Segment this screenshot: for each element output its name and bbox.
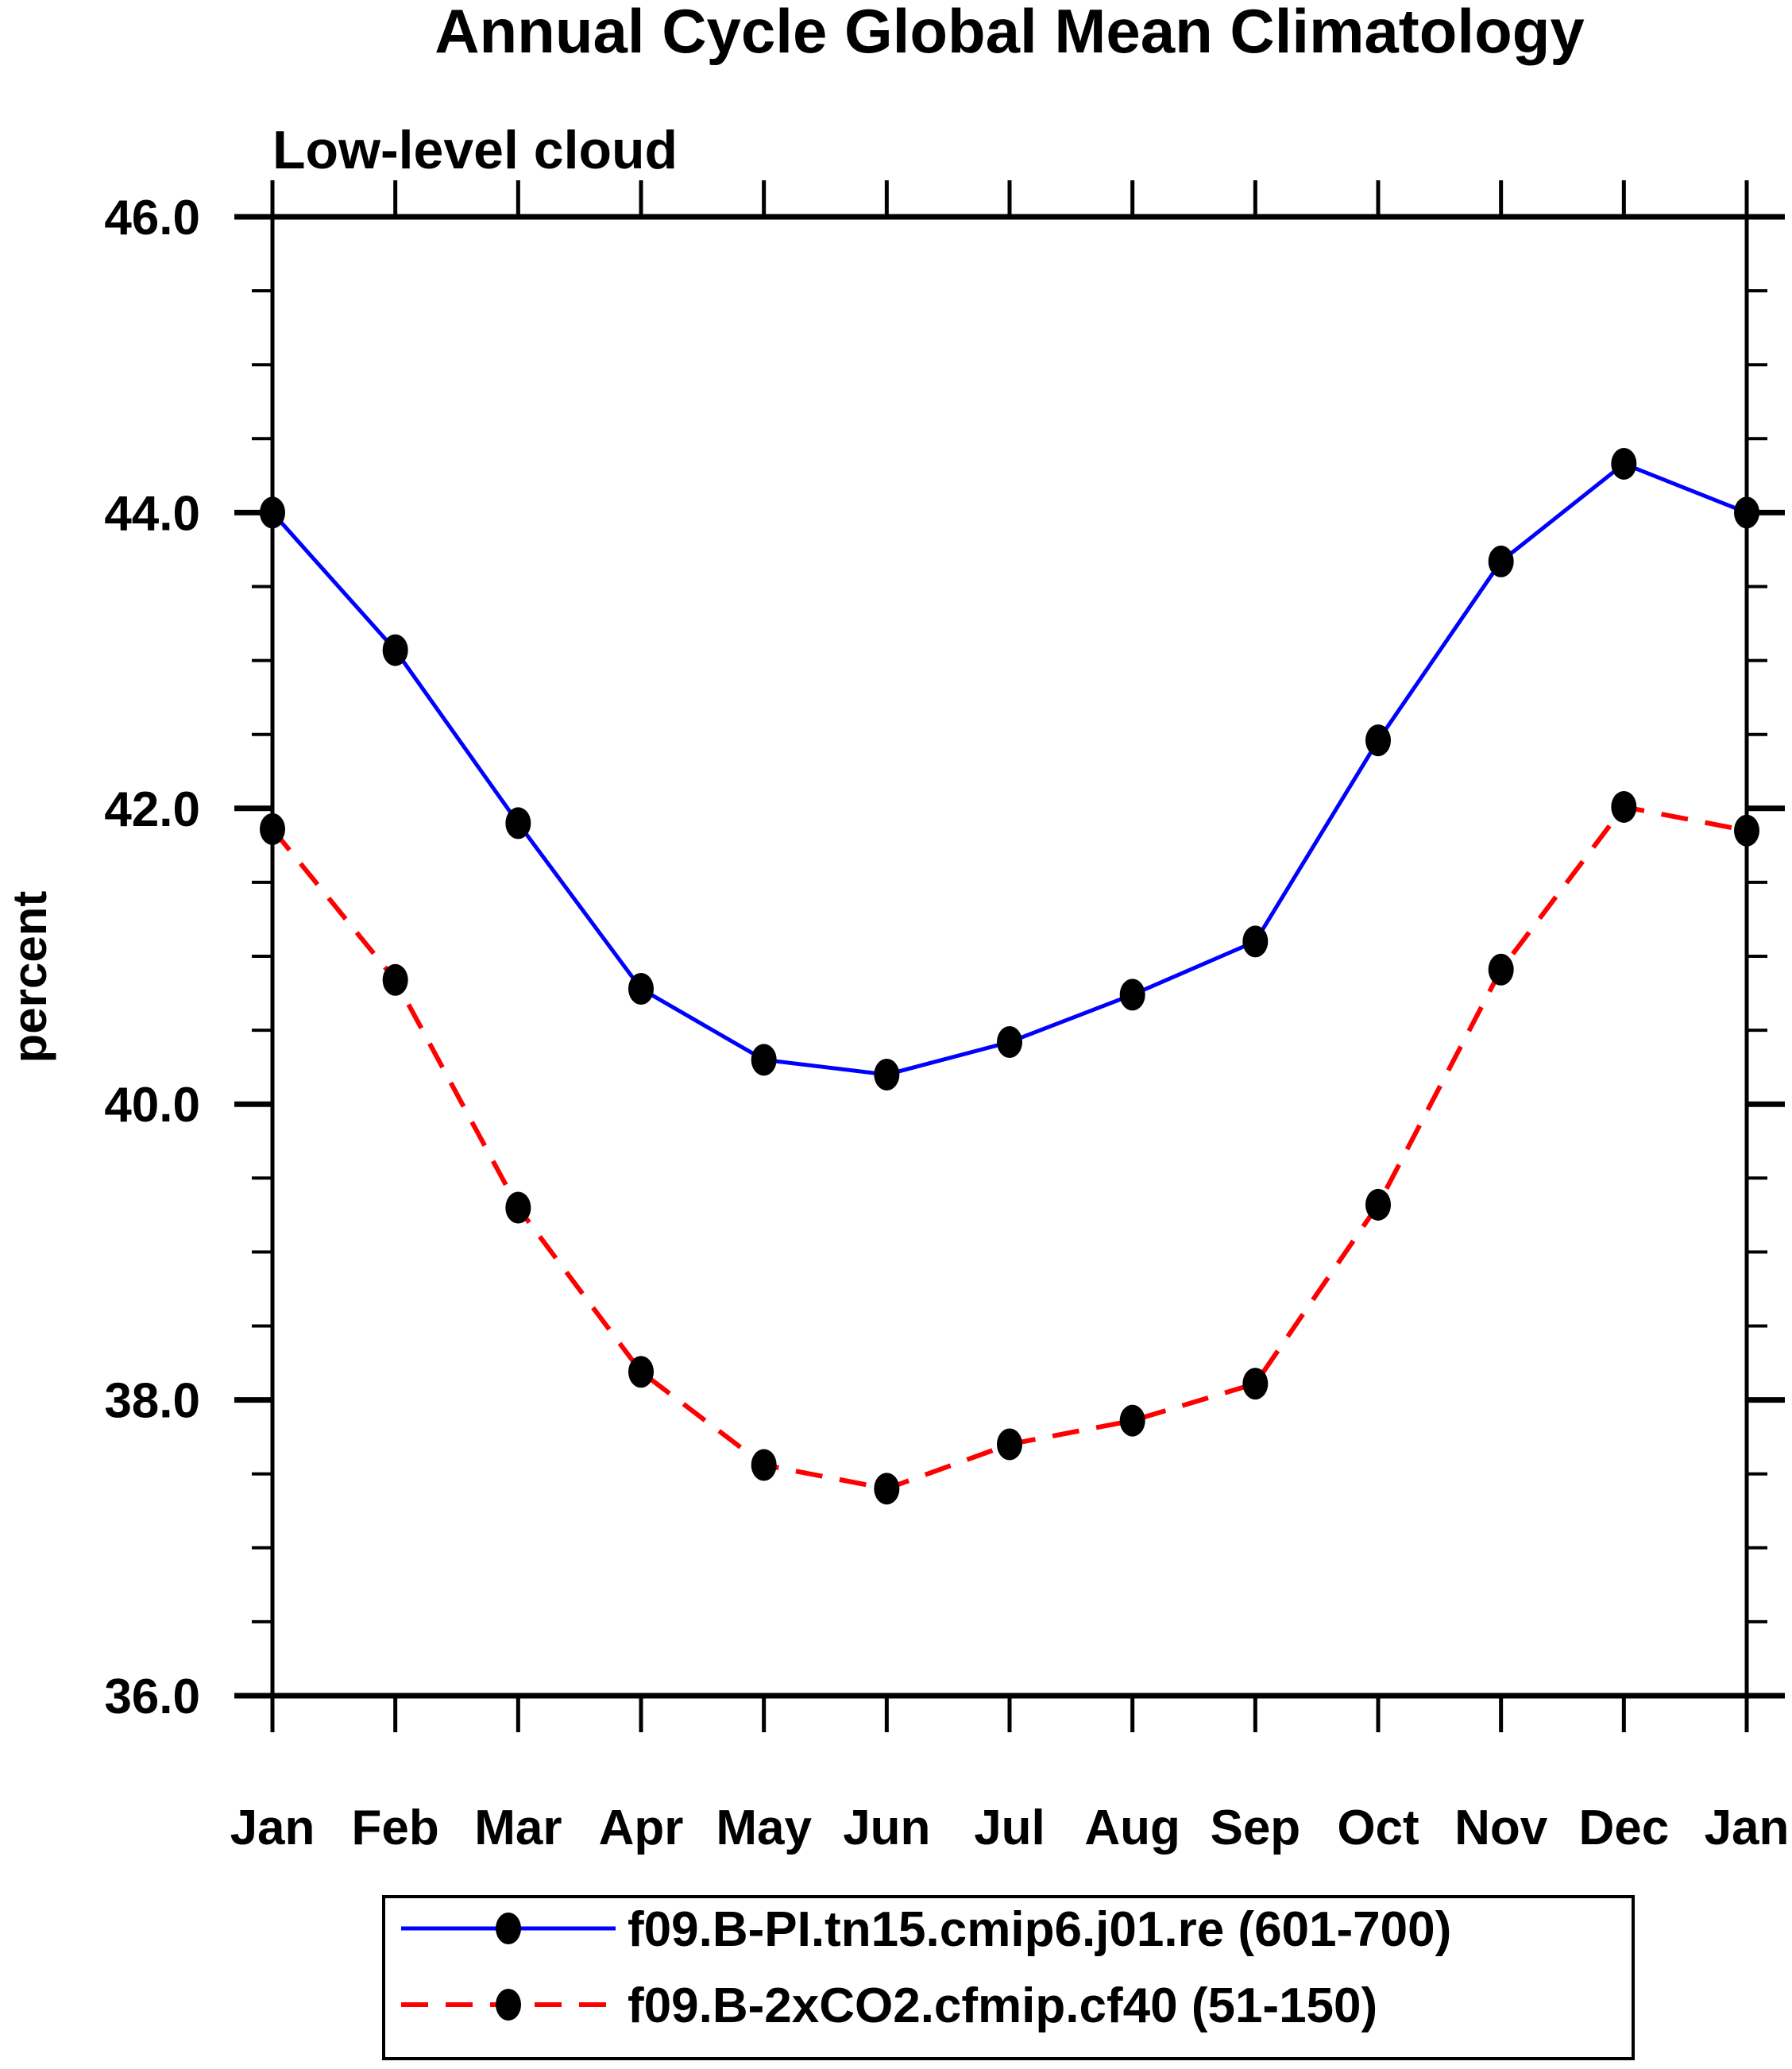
- data-point-marker: [751, 1449, 777, 1481]
- x-tick-label: Sep: [1210, 1801, 1300, 1855]
- plot-area: Jan Feb Mar Apr May Jun Jul Aug Sep Oct Nov Dec Jan 3…: [104, 180, 1789, 1855]
- data-point-marker: [628, 1356, 654, 1388]
- legend-box: [382, 1895, 1635, 2060]
- y-tick-label: 42.0: [104, 782, 200, 837]
- data-point-marker: [505, 807, 531, 840]
- data-point-marker: [1734, 814, 1759, 847]
- data-point-marker: [382, 634, 408, 666]
- data-point-marker: [1119, 979, 1145, 1011]
- chart-title: Annual Cycle Global Mean Climatology: [434, 0, 1585, 66]
- x-tick-label: Feb: [352, 1801, 439, 1855]
- x-tick-label: Jul: [974, 1801, 1045, 1855]
- data-point-marker: [382, 963, 408, 996]
- data-point-marker: [751, 1044, 777, 1076]
- x-tick-label: Aug: [1084, 1801, 1180, 1855]
- data-point-marker: [1734, 496, 1759, 529]
- data-point-marker: [1119, 1404, 1145, 1437]
- x-tick-label: Jun: [843, 1801, 930, 1855]
- data-point-marker: [997, 1428, 1022, 1461]
- x-tick-label: May: [716, 1801, 812, 1855]
- data-point-marker: [260, 813, 285, 845]
- y-tick-label: 40.0: [104, 1078, 200, 1133]
- data-point-marker: [1365, 724, 1391, 757]
- y-axis-title: percent: [3, 891, 56, 1063]
- data-point-marker: [997, 1025, 1022, 1058]
- legend-marker: [496, 1913, 521, 1944]
- y-tick-label: 38.0: [104, 1374, 200, 1429]
- data-point-marker: [1611, 447, 1637, 480]
- x-tick-label: Nov: [1454, 1801, 1548, 1855]
- data-point-marker: [874, 1058, 900, 1090]
- data-point-marker: [874, 1473, 900, 1505]
- data-point-marker: [505, 1191, 531, 1224]
- data-point-marker: [628, 972, 654, 1005]
- x-tick-label: Apr: [599, 1801, 684, 1855]
- data-point-marker: [1488, 545, 1514, 577]
- data-point-marker: [1488, 953, 1514, 986]
- legend-label-series-pi: f09.B-PI.tn15.cmip6.j01.re (601-700): [628, 1902, 1451, 1957]
- legend: f09.B-PI.tn15.cmip6.j01.re (601-700) f09…: [382, 1895, 1635, 2060]
- data-point-marker: [1242, 1368, 1269, 1400]
- x-tick-label: Jan: [1705, 1801, 1790, 1855]
- x-tick-label: Oct: [1337, 1801, 1419, 1855]
- line-series-2xco2: [270, 804, 1748, 1492]
- x-tick-label: Dec: [1578, 1801, 1669, 1855]
- y-tick-label: 44.0: [104, 486, 200, 541]
- data-point-marker: [1611, 790, 1637, 823]
- y-tick-label: 36.0: [104, 1669, 200, 1724]
- data-point-marker: [1365, 1188, 1391, 1221]
- legend-marker: [496, 1989, 521, 2021]
- x-tick-label: Jan: [230, 1801, 315, 1855]
- data-point-marker: [260, 496, 285, 529]
- chart-subtitle: Low-level cloud: [272, 120, 678, 180]
- legend-samples: [401, 1913, 616, 2021]
- data-point-marker: [1242, 925, 1269, 958]
- y-tick-label: 46.0: [104, 191, 200, 245]
- x-tick-label: Mar: [474, 1801, 562, 1855]
- line-series-pi: [271, 461, 1748, 1077]
- legend-label-series-2xco2: f09.B-2xCO2.cfmip.cf40 (51-150): [628, 1978, 1377, 2033]
